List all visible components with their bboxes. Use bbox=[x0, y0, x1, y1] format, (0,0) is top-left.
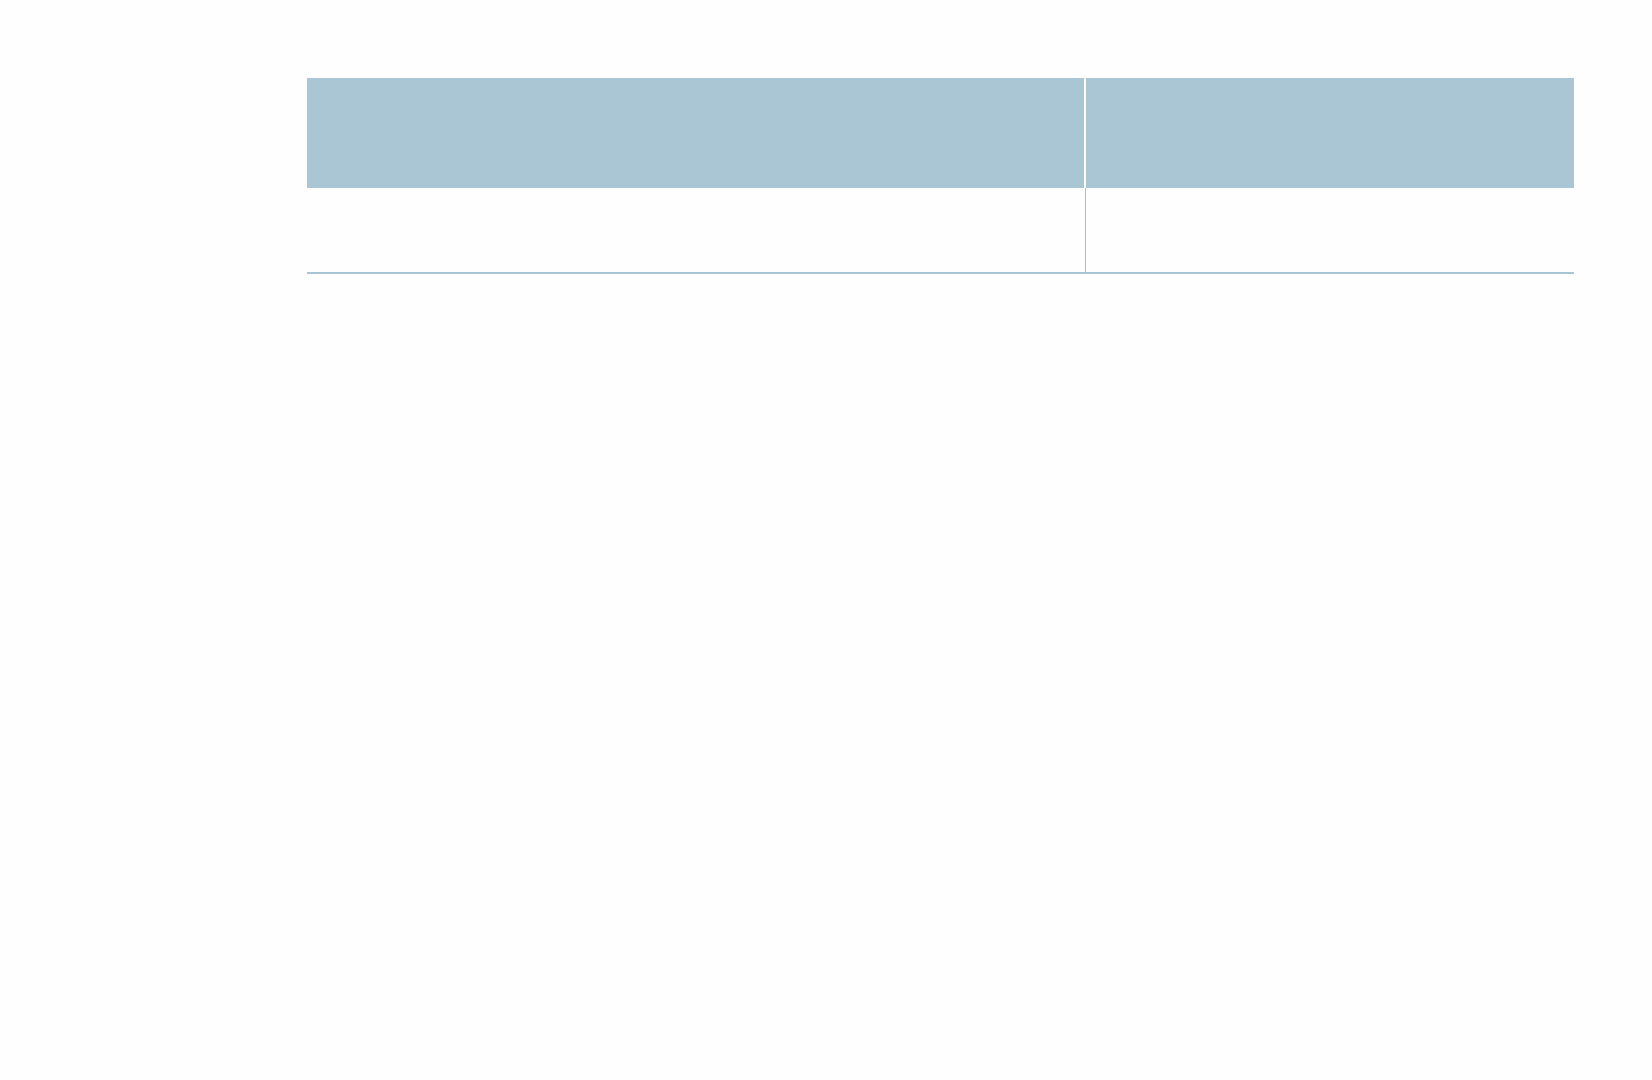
table-cell bbox=[307, 188, 1086, 274]
table-header bbox=[307, 78, 1574, 188]
table-container bbox=[307, 78, 1574, 274]
header-cell bbox=[307, 78, 1086, 188]
table-row bbox=[307, 188, 1574, 274]
table-body bbox=[307, 188, 1574, 274]
header-cell bbox=[1085, 78, 1574, 188]
data-table bbox=[307, 78, 1574, 274]
header-row bbox=[307, 78, 1574, 188]
table-cell bbox=[1085, 188, 1574, 274]
